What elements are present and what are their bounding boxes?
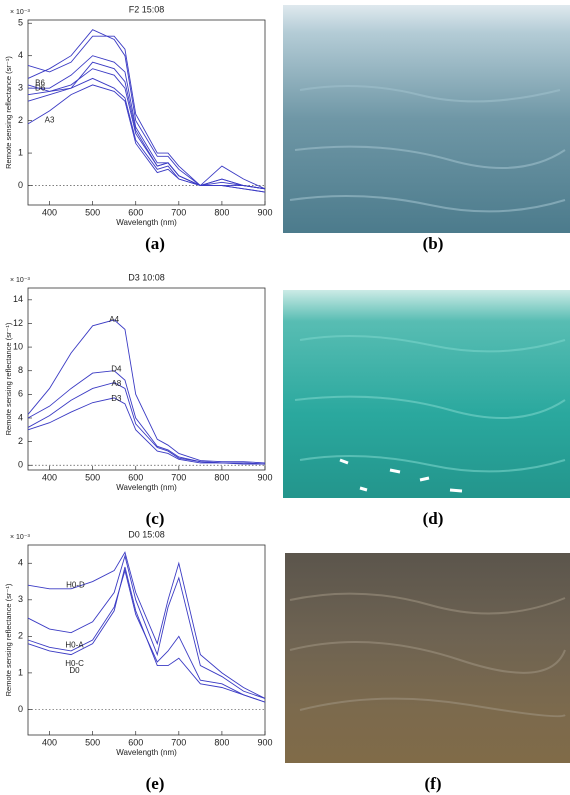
y-tick-label: 0 (18, 180, 23, 190)
y-tick-label: 4 (18, 412, 23, 422)
series-line (27, 554, 266, 699)
chart-title: F2 15:08 (129, 4, 165, 14)
chart-title: D3 10:08 (128, 272, 165, 282)
series-line (27, 68, 266, 190)
photo-b (283, 5, 570, 233)
y-scale-label: × 10⁻³ (10, 277, 31, 284)
x-tick-label: 600 (128, 737, 143, 747)
annotation: D0 (69, 666, 80, 675)
photo-f (285, 553, 570, 763)
series-line (27, 566, 266, 703)
annotation: B6 (35, 78, 45, 87)
y-axis-label: Remote sensing reflectance (sr⁻¹) (4, 322, 13, 435)
y-tick-label: 12 (13, 318, 23, 328)
plot-frame (27, 19, 266, 206)
x-tick-label: 900 (257, 737, 272, 747)
series-line (28, 55, 266, 193)
annotation: D4 (111, 365, 122, 374)
y-tick-label: 2 (18, 436, 23, 446)
annotation: H0-D (66, 580, 85, 589)
x-tick-label: 600 (128, 207, 143, 217)
plot-frame (27, 287, 266, 471)
panel-label: (d) (423, 509, 444, 528)
chart-title: D0 15:08 (128, 529, 165, 539)
x-tick-label: 500 (85, 472, 100, 482)
series-line (27, 397, 265, 465)
annotation: H0-A (65, 641, 84, 650)
x-tick-label: 400 (42, 472, 57, 482)
panel-label: (f) (425, 774, 442, 793)
annotation: A4 (109, 315, 119, 324)
annotation: A3 (45, 116, 55, 125)
x-tick-label: 500 (85, 207, 100, 217)
x-tick-label: 800 (214, 737, 229, 747)
y-tick-label: 8 (18, 365, 23, 375)
x-tick-label: 700 (171, 472, 186, 482)
y-scale-label: × 10⁻³ (10, 9, 31, 16)
x-tick-label: 500 (85, 737, 100, 747)
x-tick-label: 400 (42, 207, 57, 217)
annotation: A8 (111, 379, 121, 388)
series-line (27, 84, 266, 190)
y-axis-label: Remote sensing reflectance (sr⁻¹) (4, 56, 13, 169)
panel-label: (e) (146, 774, 165, 793)
y-tick-label: 3 (18, 594, 23, 604)
x-tick-label: 700 (171, 207, 186, 217)
plot-frame (27, 544, 266, 736)
x-tick-label: 800 (214, 207, 229, 217)
x-tick-label: 900 (257, 207, 272, 217)
y-tick-label: 10 (13, 341, 23, 351)
x-tick-label: 700 (171, 737, 186, 747)
x-tick-label: 400 (42, 737, 57, 747)
y-scale-label: × 10⁻³ (10, 534, 31, 541)
annotation: H0-C (65, 659, 84, 668)
y-tick-label: 5 (18, 18, 23, 28)
y-tick-label: 4 (18, 558, 23, 568)
series-line (27, 551, 266, 699)
photo-d (283, 290, 570, 498)
y-tick-label: 2 (18, 631, 23, 641)
x-tick-label: 900 (257, 472, 272, 482)
y-tick-label: 3 (18, 83, 23, 93)
y-tick-label: 2 (18, 115, 23, 125)
series-line (27, 29, 266, 190)
series-line (27, 35, 266, 190)
panel-label: (c) (146, 509, 165, 528)
x-axis-label: Wavelength (nm) (116, 748, 177, 757)
x-axis-label: Wavelength (nm) (116, 483, 177, 492)
y-tick-label: 1 (18, 147, 23, 157)
series-line (27, 319, 266, 464)
series-line (27, 77, 266, 190)
panel-label: (b) (423, 234, 444, 253)
y-tick-label: 0 (18, 460, 23, 470)
y-tick-label: 6 (18, 389, 23, 399)
series-line (27, 568, 266, 703)
annotation: D3 (111, 394, 122, 403)
y-tick-label: 0 (18, 704, 23, 714)
x-tick-label: 800 (214, 472, 229, 482)
y-axis-label: Remote sensing reflectance (sr⁻¹) (4, 583, 13, 696)
annotation: D6 (35, 83, 46, 92)
y-tick-label: 4 (18, 50, 23, 60)
series-line (27, 61, 266, 193)
x-tick-label: 600 (128, 472, 143, 482)
y-tick-label: 1 (18, 667, 23, 677)
panel-label: (a) (145, 234, 165, 253)
y-tick-label: 14 (13, 294, 23, 304)
x-axis-label: Wavelength (nm) (116, 218, 177, 227)
